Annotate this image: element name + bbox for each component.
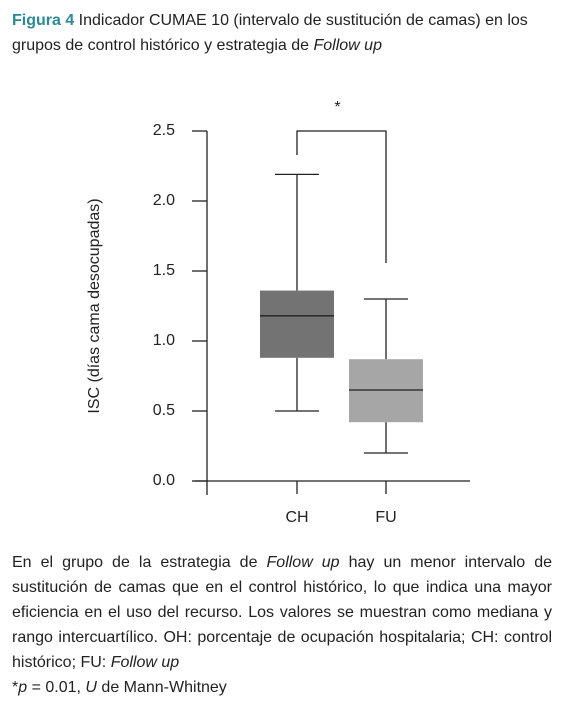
- caption-title-italic: Follow up: [313, 37, 382, 54]
- text-part: hay un menor intervalo de sustitución de…: [12, 554, 552, 671]
- box: [349, 359, 423, 423]
- y-tick-label: 0.5: [153, 402, 175, 419]
- x-tick-label: FU: [375, 509, 396, 526]
- chart: 0.0 0.5 1.0 1.5 2.0 2.5 ISC (días cama desocup…: [86, 99, 470, 526]
- y-tick-label: 1.5: [153, 262, 175, 279]
- caption-title: Indicador CUMAE 10 (intervalo de sustitu…: [12, 12, 528, 54]
- y-tick-label: 1.0: [153, 332, 175, 349]
- text-part: *: [12, 679, 19, 696]
- significance-label: *: [334, 99, 340, 116]
- significance-bracket: [296, 130, 387, 263]
- caption: Figura 4 Indicador CUMAE 10 (intervalo d…: [12, 8, 572, 58]
- figure-label: Figura 4: [12, 12, 75, 29]
- y-tick-label: 2.5: [153, 122, 175, 139]
- y-axis-label: ISC (días cama desocupadas): [86, 198, 103, 413]
- text-part: U: [85, 679, 97, 696]
- text-part: = 0.01,: [27, 679, 86, 696]
- text-part: p: [18, 679, 28, 696]
- text-part: de Mann-Whitney: [96, 679, 227, 696]
- note-text: En el grupo de la estrategia de Follow u…: [12, 550, 552, 675]
- text-part: En el grupo de la estrategia de: [12, 554, 267, 571]
- box: [260, 290, 334, 358]
- y-tick-label: 0.0: [153, 472, 175, 489]
- text-part: Follow up: [266, 554, 340, 571]
- y-tick-label: 2.0: [153, 192, 175, 209]
- note: En el grupo de la estrategia de Follow u…: [12, 550, 552, 700]
- text-part: Follow up: [110, 654, 180, 671]
- footnote: *p = 0.01, U de Mann-Whitney: [12, 675, 552, 700]
- x-tick-label: CH: [285, 509, 308, 526]
